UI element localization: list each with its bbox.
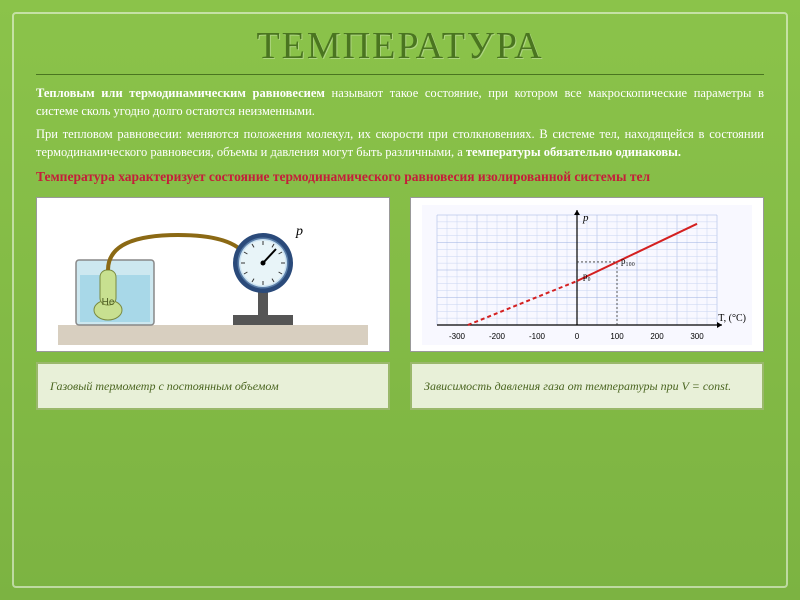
temperature-bold: температуры обязательно одинаковы. bbox=[466, 145, 681, 159]
apparatus-image: He p bbox=[36, 197, 390, 352]
svg-text:-200: -200 bbox=[489, 332, 506, 341]
figure-row: He p Газовый термометр с постоянным объе… bbox=[36, 197, 764, 410]
svg-text:p₁₀₀: p₁₀₀ bbox=[621, 256, 635, 266]
figure-left: He p Газовый термометр с постоянным объе… bbox=[36, 197, 390, 410]
svg-text:200: 200 bbox=[650, 332, 664, 341]
page-title: ТЕМПЕРАТУРА bbox=[36, 24, 764, 75]
svg-text:He: He bbox=[102, 297, 115, 308]
svg-text:-300: -300 bbox=[449, 332, 466, 341]
svg-text:T, (°C): T, (°C) bbox=[718, 313, 746, 324]
svg-text:-100: -100 bbox=[529, 332, 546, 341]
key-statement: Температура характеризует состояние терм… bbox=[36, 167, 764, 187]
paragraph-1: Тепловым или термодинамическим равновеси… bbox=[36, 85, 764, 120]
svg-text:300: 300 bbox=[690, 332, 704, 341]
slide-frame: ТЕМПЕРАТУРА Тепловым или термодинамическ… bbox=[12, 12, 788, 588]
caption-right: Зависимость давления газа от температуры… bbox=[410, 362, 764, 410]
svg-text:p₀: p₀ bbox=[583, 271, 591, 281]
svg-text:p: p bbox=[582, 212, 589, 224]
chart-image: -300 -200 -100 0 100 200 300 p₀ p₁₀₀ p T, (°C) bbox=[410, 197, 764, 352]
paragraph-2: При тепловом равновесии: меняются положе… bbox=[36, 126, 764, 161]
svg-text:0: 0 bbox=[575, 332, 580, 341]
figure-right: -300 -200 -100 0 100 200 300 p₀ p₁₀₀ p T, (°C) Зав… bbox=[410, 197, 764, 410]
caption-left: Газовый термометр с постоянным объемом bbox=[36, 362, 390, 410]
svg-text:p: p bbox=[295, 224, 303, 239]
svg-text:100: 100 bbox=[610, 332, 624, 341]
equilibrium-term: Тепловым или термодинамическим равновеси… bbox=[36, 86, 325, 100]
